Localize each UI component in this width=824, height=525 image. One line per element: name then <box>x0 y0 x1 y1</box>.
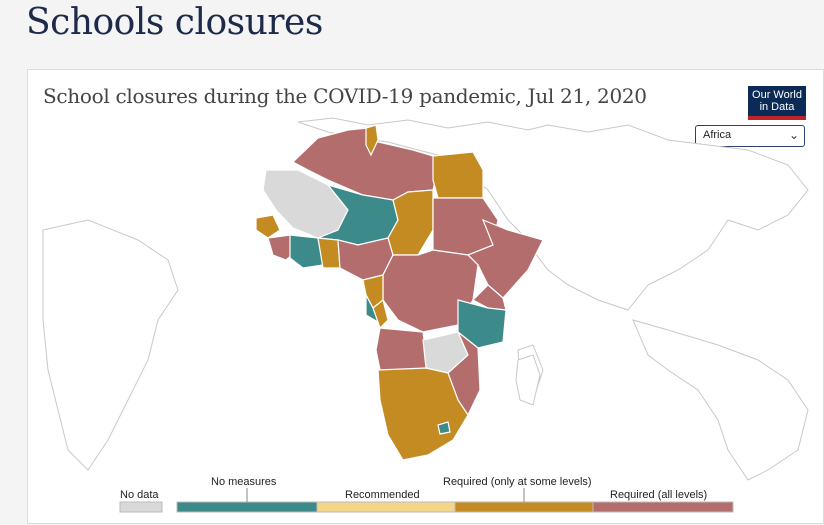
legend-label-no-measures: No measures <box>211 476 277 488</box>
chart-title: School closures during the COVID-19 pand… <box>43 84 647 108</box>
non-africa-land <box>42 117 809 481</box>
country-congo[interactable] <box>372 298 389 330</box>
country-angola[interactable] <box>375 327 429 371</box>
logo-line-1: Our World <box>752 89 802 101</box>
chart-card: School closures during the COVID-19 pand… <box>27 69 824 524</box>
logo-line-2: in Data <box>759 101 795 113</box>
region-dropdown-value: Africa <box>703 129 732 141</box>
owid-logo[interactable]: Our World in Data <box>748 86 806 120</box>
africa-countries <box>255 124 544 461</box>
country-southern-africa[interactable] <box>377 367 469 461</box>
country-ivory-coast[interactable] <box>289 234 324 269</box>
region-dropdown[interactable]: Africa ⌄ <box>695 125 805 147</box>
page-title: Schools closures <box>26 2 323 43</box>
legend: No data No measures Recommended Required… <box>119 476 734 513</box>
legend-swatch-no-data <box>119 501 163 513</box>
country-lesotho[interactable] <box>437 421 451 435</box>
country-madagascar[interactable] <box>515 354 541 406</box>
chevron-down-icon: ⌄ <box>788 128 799 142</box>
legend-swatch-required-some <box>454 501 594 513</box>
legend-label-no-data: No data <box>120 489 159 501</box>
legend-swatch-recommended <box>316 501 456 513</box>
legend-label-required-some: Required (only at some levels) <box>443 476 592 488</box>
legend-label-recommended: Recommended <box>345 489 420 501</box>
legend-label-required-all: Required (all levels) <box>610 489 707 501</box>
country-tunisia[interactable] <box>365 124 379 157</box>
country-egypt[interactable] <box>432 151 484 199</box>
legend-swatch-required-all <box>592 501 734 513</box>
country-senegal[interactable] <box>255 214 281 239</box>
legend-swatch-no-measures <box>176 501 318 513</box>
country-kenya-uganda[interactable] <box>472 284 507 311</box>
world-map[interactable]: No data No measures Recommended Required… <box>28 70 824 525</box>
